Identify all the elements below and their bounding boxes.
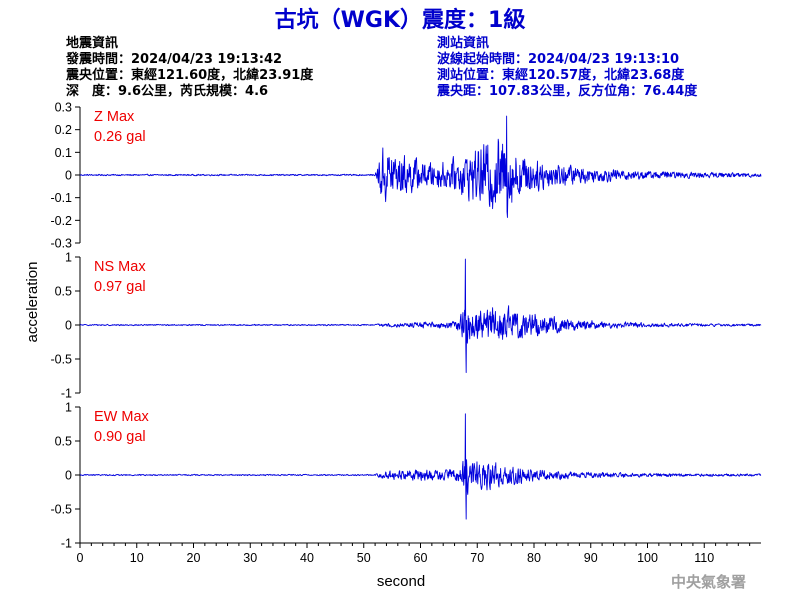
event-depth-magnitude: 深 度：9.6公里，芮氏規模：4.6	[66, 83, 268, 99]
y-tick-label: 0.1	[55, 146, 72, 160]
chart-title: 古坑（WGK）震度：1級	[275, 7, 526, 33]
y-axis-title: acceleration	[24, 262, 41, 343]
x-axis: 0 10 20 30 40 50 60 70 80 90 100 110	[77, 542, 761, 565]
event-origin-time: 發震時間：2024/04/23 19:13:42	[65, 51, 282, 67]
station-distance-azimuth: 震央距：107.83公里，反方位角：76.44度	[436, 83, 698, 99]
x-tick-label: 40	[300, 551, 314, 565]
y-tick-label: 0.5	[55, 435, 72, 449]
max-label-ew: EW Max	[94, 409, 150, 425]
x-tick-label: 80	[527, 551, 541, 565]
x-tick-label: 30	[243, 551, 257, 565]
agency-watermark: 中央氣象署	[671, 573, 746, 591]
panel-z: 0.3 0.2 0.1 0 -0.1 -0.2 -0.3 Z Max 0.26 gal	[50, 101, 762, 251]
x-tick-label: 60	[414, 551, 428, 565]
max-value-z: 0.26 gal	[94, 129, 146, 145]
y-tick-label: 0	[65, 169, 72, 183]
y-tick-label: -0.5	[50, 353, 72, 367]
waveform-ew	[79, 413, 762, 520]
x-tick-label: 90	[584, 551, 598, 565]
panel-ns: 1 0.5 0 -0.5 -1 NS Max 0.97 gal	[50, 251, 762, 401]
x-tick-label: 0	[77, 551, 84, 565]
event-epicenter: 震央位置：東經121.60度，北緯23.91度	[65, 67, 314, 83]
y-tick-label: -0.5	[50, 503, 72, 517]
x-axis-title: second	[377, 573, 425, 590]
y-tick-label: 0	[65, 469, 72, 483]
panel-ew: 1 0.5 0 -0.5 -1 EW Max 0.90 gal	[50, 401, 762, 551]
max-value-ns: 0.97 gal	[94, 279, 146, 295]
max-label-z: Z Max	[94, 109, 135, 125]
waveform-ns	[79, 258, 762, 373]
x-tick-label: 20	[187, 551, 201, 565]
max-value-ew: 0.90 gal	[94, 429, 146, 445]
x-tick-label: 10	[130, 551, 144, 565]
station-info-heading: 測站資訊	[437, 35, 489, 51]
y-tick-label: -0.1	[50, 191, 72, 205]
y-tick-label: 1	[65, 251, 72, 265]
y-tick-label: 0	[65, 319, 72, 333]
y-tick-label: 1	[65, 401, 72, 415]
y-tick-label: 0.3	[55, 101, 72, 115]
y-tick-label: -0.3	[50, 237, 72, 251]
y-tick-label: 0.5	[55, 285, 72, 299]
x-tick-label: 100	[637, 551, 658, 565]
panels-area: 0.3 0.2 0.1 0 -0.1 -0.2 -0.3 Z Max 0.26 gal 1 0.5 0…	[50, 101, 762, 551]
x-tick-label: 110	[694, 551, 714, 565]
y-tick-label: -0.2	[50, 214, 72, 228]
max-label-ns: NS Max	[94, 259, 146, 275]
station-location: 測站位置：東經120.57度，北緯23.68度	[437, 67, 685, 83]
y-tick-label: -1	[61, 387, 72, 401]
y-tick-label: 0.2	[55, 123, 72, 137]
station-wave-start: 波線起始時間：2024/04/23 19:13:10	[437, 51, 679, 67]
event-info-heading: 地震資訊	[66, 35, 118, 51]
station-info-block: 測站資訊 波線起始時間：2024/04/23 19:13:10 測站位置：東經1…	[436, 35, 698, 99]
event-info-block: 地震資訊 發震時間：2024/04/23 19:13:42 震央位置：東經121…	[65, 35, 314, 99]
x-tick-label: 70	[470, 551, 484, 565]
waveform-z	[79, 115, 762, 218]
x-tick-label: 50	[357, 551, 371, 565]
y-tick-label: -1	[61, 537, 72, 551]
